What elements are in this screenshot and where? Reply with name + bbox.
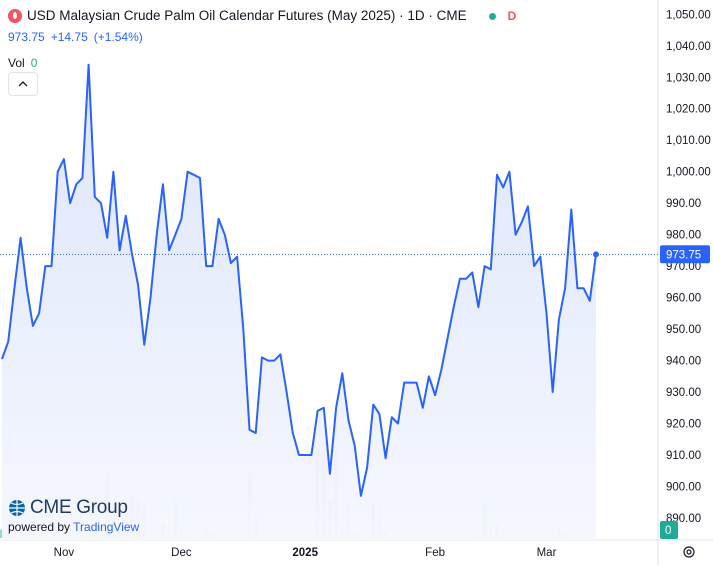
symbol-title[interactable]: USD Malaysian Crude Palm Oil Calendar Fu… <box>27 8 467 23</box>
delay-badge[interactable]: D <box>507 9 517 23</box>
y-tick-label: 980.00 <box>666 230 701 242</box>
brand-name: CME Group <box>30 497 128 518</box>
last-price-axis-label: 973.75 <box>666 249 701 261</box>
powered-by-label: powered by <box>8 520 71 534</box>
x-tick-label: 2025 <box>292 547 318 559</box>
volume-value: 0 <box>30 56 38 70</box>
y-tick-label: 1,000.00 <box>666 167 711 179</box>
volume-axis-label: 0 <box>665 525 671 537</box>
x-tick-label: Feb <box>425 547 445 559</box>
cme-globe-icon <box>9 500 25 516</box>
y-tick-label: 910.00 <box>666 450 701 462</box>
last-price: 973.75 <box>8 30 45 44</box>
volume-label: Vol <box>8 56 25 70</box>
last-price-marker <box>593 251 599 258</box>
legend-price-row: 973.75 +14.75 (+1.54%) <box>8 27 516 47</box>
y-tick-label: 930.00 <box>666 387 701 399</box>
legend-volume-row: Vol 0 <box>8 53 516 73</box>
volume-axis-badge <box>660 521 678 539</box>
y-tick-label: 1,010.00 <box>666 135 711 147</box>
collapse-legend-button[interactable] <box>8 72 38 96</box>
legend-title-row: USD Malaysian Crude Palm Oil Calendar Fu… <box>8 6 516 26</box>
chevron-up-icon <box>18 81 28 87</box>
y-tick-label: 900.00 <box>666 482 701 494</box>
last-price-axis-badge <box>660 245 710 264</box>
y-tick-label: 940.00 <box>666 356 701 368</box>
price-line <box>1 63 597 497</box>
y-tick-label: 1,030.00 <box>666 72 711 84</box>
y-tick-label: 1,050.00 <box>666 9 711 21</box>
brand-logo[interactable]: CME Group powered by TradingView <box>8 497 139 534</box>
price-change-percent: (+1.54%) <box>93 30 143 44</box>
y-tick-label: 1,020.00 <box>666 104 711 116</box>
y-tick-label: 970.00 <box>666 261 701 273</box>
x-tick-label: Dec <box>171 547 192 559</box>
y-tick-label: 950.00 <box>666 324 701 336</box>
market-status-icon[interactable] <box>488 12 496 20</box>
y-tick-label: 1,040.00 <box>666 41 711 53</box>
price-area-fill <box>2 64 596 540</box>
y-tick-label: 990.00 <box>666 198 701 210</box>
y-tick-label: 960.00 <box>666 293 701 305</box>
chart-legend: USD Malaysian Crude Palm Oil Calendar Fu… <box>8 6 516 73</box>
powered-by[interactable]: powered by TradingView <box>8 520 139 534</box>
x-tick-label: Nov <box>54 547 75 559</box>
x-tick-label: Mar <box>537 547 557 559</box>
y-tick-label: 920.00 <box>666 419 701 431</box>
price-change: +14.75 <box>50 30 88 44</box>
settings-gear-icon[interactable] <box>682 545 696 559</box>
palm-oil-drop-icon <box>8 9 22 23</box>
tradingview-link[interactable]: TradingView <box>73 520 140 534</box>
